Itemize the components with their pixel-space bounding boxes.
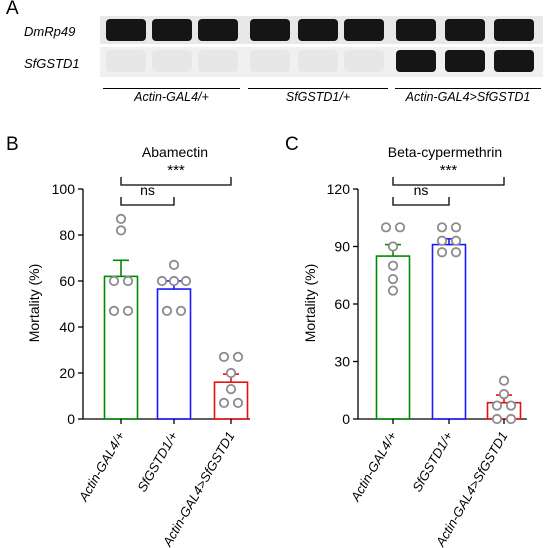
chart-b-title: Abamectin: [142, 144, 208, 160]
gel-band-r1-lane-7: [396, 19, 436, 41]
gel-band-r2-lane-2: [152, 50, 192, 72]
chart-b-sig-label-1: ns: [140, 182, 155, 198]
chart-b-ytick-label-3: 60: [59, 273, 75, 289]
gel-group-line-3: [395, 88, 541, 89]
chart-b-point-1-3: [108, 275, 120, 287]
chart-b-point-1-6: [122, 305, 134, 316]
gel-band-r2-lane-6: [344, 50, 384, 72]
panel-label-c: C: [285, 134, 299, 155]
gel-group-line-2: [248, 88, 388, 89]
gel-row-label-dmrp49: DmRp49: [24, 24, 76, 39]
gel-band-r2-lane-9: [494, 50, 534, 72]
panel-label-b: B: [6, 134, 19, 155]
chart-b-sig-bracket-2: [120, 177, 232, 186]
chart-b-point-1-4: [122, 275, 134, 287]
western-blot: [100, 14, 543, 80]
chart-b-point-3-5: [218, 397, 230, 408]
chart-b-point-3-6: [232, 397, 244, 408]
gel-band-r1-lane-1: [106, 19, 146, 41]
chart-b-point-2-6: [175, 305, 187, 316]
gel-group-label-1: Actin-GAL4/+: [134, 90, 209, 104]
chart-b-point-3-2: [232, 351, 244, 362]
chart-b-ytick-label-1: 20: [59, 365, 75, 381]
panel-label-a: A: [6, 0, 19, 19]
chart-b-point-2-2: [156, 275, 168, 287]
chart-b-sig-label-2: ***: [167, 162, 185, 179]
chart-b-point-1-5: [108, 305, 120, 316]
gel-band-r1-lane-6: [344, 19, 384, 41]
chart-b-ytick-label-4: 80: [59, 227, 75, 243]
blot-row-gap: [100, 45, 390, 48]
chart-b-ylabel: Mortality (%): [26, 264, 42, 343]
chart-b-bar-2: [156, 288, 192, 420]
gel-band-r1-lane-9: [494, 19, 534, 41]
chart-b-bar-1: [103, 275, 139, 420]
chart-b-ytick-label-5: 100: [52, 181, 76, 197]
chart-b-point-1-1: [115, 213, 127, 224]
gel-band-r1-lane-3: [198, 19, 238, 41]
gel-group-label-2: SfGSTD1/+: [285, 90, 351, 104]
gel-band-r1-lane-2: [152, 19, 192, 41]
chart-b-point-2-1: [168, 259, 180, 270]
gel-band-r2-lane-8: [445, 50, 485, 72]
chart-b-point-1-2: [115, 225, 127, 236]
gel-group-line-1: [103, 88, 240, 89]
chart-b-point-3-4: [225, 383, 237, 395]
chart-b-category-label-2: SfGSTD1/+: [134, 429, 181, 495]
chart-b-category-label-1: Actin-GAL4/+: [75, 429, 128, 505]
chart-b-sig-bracket-1: [120, 197, 175, 206]
gel-band-r2-lane-7: [396, 50, 436, 72]
gel-band-r2-lane-4: [250, 50, 290, 72]
chart-b-point-3-3: [225, 367, 237, 379]
gel-band-r1-lane-4: [250, 19, 290, 41]
gel-band-r1-lane-8: [445, 19, 485, 41]
gel-band-r1-lane-5: [298, 19, 338, 41]
gel-band-r2-lane-5: [298, 50, 338, 72]
gel-group-label-3: Actin-GAL4>SfGSTD1: [405, 90, 531, 104]
chart-b-point-2-3: [168, 275, 180, 287]
chart-b-point-2-5: [161, 305, 173, 316]
chart-b-point-3-1: [218, 351, 230, 362]
chart-b-ytick-label-2: 40: [59, 319, 75, 335]
gel-band-r2-lane-1: [106, 50, 146, 72]
gel-row-label-sfgstd1: SfGSTD1: [24, 56, 80, 71]
chart-b-ytick-label-0: 0: [67, 411, 75, 427]
chart-b-point-2-4: [180, 275, 192, 287]
gel-band-r2-lane-3: [198, 50, 238, 72]
